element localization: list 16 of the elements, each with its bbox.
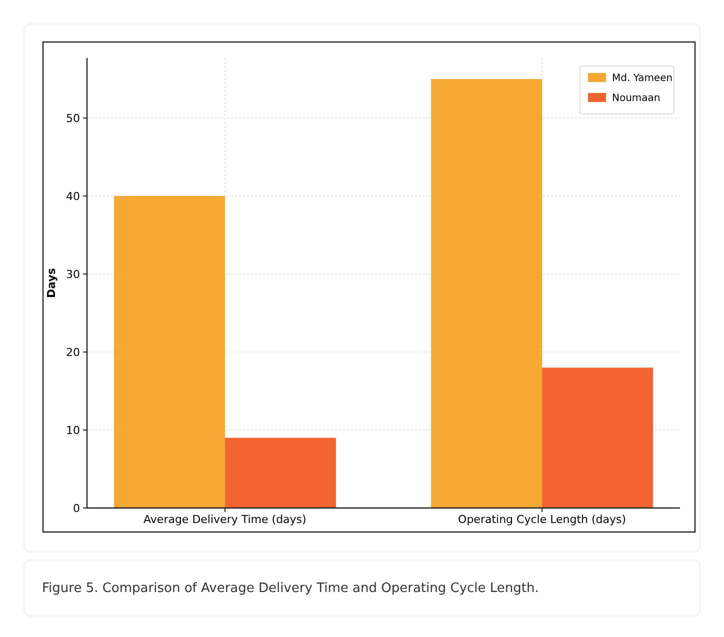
- y-axis-title: Days: [45, 268, 58, 298]
- legend-label: Md. Yameen: [612, 73, 673, 84]
- x-tick-label: Average Delivery Time (days): [144, 513, 306, 526]
- y-tick-label: 20: [66, 346, 80, 359]
- bar: [431, 79, 542, 508]
- y-tick-label: 10: [66, 424, 80, 437]
- y-tick-label: 50: [66, 112, 80, 125]
- caption: Figure 5. Comparison of Average Delivery Time and Operating Cycle Length.: [42, 581, 539, 596]
- bar: [224, 438, 336, 508]
- x-tick-label: Operating Cycle Length (days): [458, 513, 626, 526]
- y-tick-label: 0: [73, 502, 80, 515]
- y-tick-label: 40: [66, 190, 80, 203]
- y-tick-label: 30: [66, 268, 80, 281]
- bar: [114, 196, 225, 508]
- legend-label: Noumaan: [612, 93, 660, 104]
- bar: [542, 368, 654, 508]
